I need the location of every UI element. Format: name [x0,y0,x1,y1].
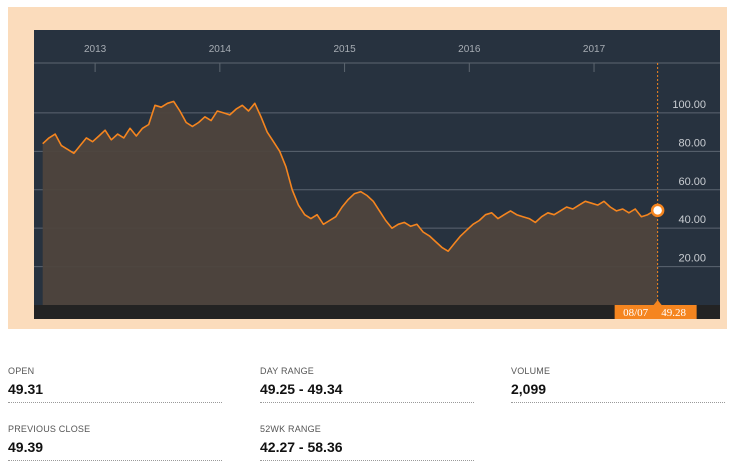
price-area [42,101,658,306]
divider [8,402,222,403]
stat-previous-close: PREVIOUS CLOSE 49.39 [8,424,222,461]
tag-value: 49.28 [661,307,686,319]
stat-value: 2,099 [511,381,547,397]
last-value-tag [614,305,697,319]
divider [511,402,725,403]
divider [8,460,222,461]
y-tick-label: 100.00 [672,99,706,111]
stat-label: DAY RANGE [260,366,314,376]
stat-label: PREVIOUS CLOSE [8,424,91,434]
y-tick-label: 60.00 [678,176,706,188]
price-line [42,100,658,252]
x-tick-label: 2014 [209,44,232,55]
stat-volume: VOLUME 2,099 [511,366,725,403]
price-series [42,100,658,306]
stat-value: 42.27 - 58.36 [260,439,343,455]
stat-label: VOLUME [511,366,551,376]
last-point[interactable] [650,203,665,218]
x-tick-label: 2015 [333,44,356,55]
stat-value: 49.25 - 49.34 [260,381,343,397]
x-axis-bar [34,305,720,319]
stat-open: OPEN 49.31 [8,366,222,403]
stat-value: 49.31 [8,381,44,397]
stat-value: 49.39 [8,439,44,455]
x-axis: 2013 2014 2015 2016 2017 [34,44,720,72]
price-chart: 2013 2014 2015 2016 2017 100.00 80.00 60.00 40.… [34,30,720,319]
tag-date: 08/07 [623,307,649,319]
tag-pointer [653,300,662,305]
y-tick-label: 40.00 [678,214,706,226]
x-tick-label: 2017 [583,44,606,55]
last-value-marker: 08/07 49.28 [614,63,697,319]
stat-52wk-range: 52WK RANGE 42.27 - 58.36 [260,424,474,461]
y-tick-label: 20.00 [678,253,706,265]
stat-label: 52WK RANGE [260,424,322,434]
divider [260,460,474,461]
divider [260,402,474,403]
x-tick-label: 2016 [458,44,481,55]
x-tick-label: 2013 [84,44,107,55]
y-tick-label: 80.00 [678,137,706,149]
stat-day-range: DAY RANGE 49.25 - 49.34 [260,366,474,403]
chart-frame: 2013 2014 2015 2016 2017 100.00 80.00 60.00 40.… [8,7,727,329]
stat-label: OPEN [8,366,35,376]
